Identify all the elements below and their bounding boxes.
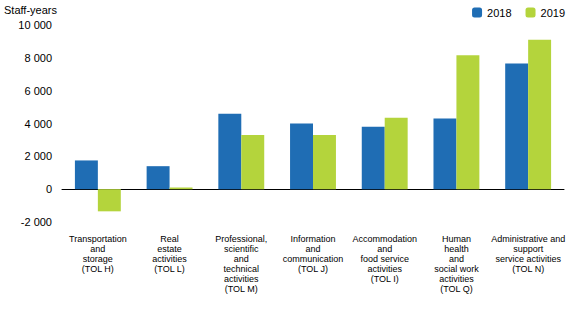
- svg-text:scientific: scientific: [224, 244, 259, 254]
- svg-text:Staff-years: Staff-years: [4, 4, 57, 16]
- svg-text:2 000: 2 000: [24, 150, 52, 162]
- svg-text:Transportation: Transportation: [69, 234, 127, 244]
- svg-text:communication: communication: [283, 254, 344, 264]
- svg-text:activities: activities: [224, 274, 259, 284]
- svg-text:and: and: [305, 244, 320, 254]
- svg-text:4 000: 4 000: [24, 118, 52, 130]
- svg-text:Real: Real: [160, 234, 179, 244]
- svg-text:(TOL J): (TOL J): [298, 264, 328, 274]
- svg-text:(TOL M): (TOL M): [225, 284, 258, 294]
- svg-text:storage: storage: [83, 254, 113, 264]
- svg-text:(TOL H): (TOL H): [82, 264, 114, 274]
- svg-text:Human: Human: [442, 234, 471, 244]
- svg-text:estate: estate: [157, 244, 182, 254]
- svg-text:and: and: [377, 244, 392, 254]
- svg-text:10 000: 10 000: [18, 19, 52, 31]
- svg-text:2018: 2018: [487, 7, 511, 19]
- svg-text:activities: activities: [439, 274, 474, 284]
- svg-text:0: 0: [46, 183, 52, 195]
- svg-text:support: support: [513, 244, 544, 254]
- svg-text:technical: technical: [224, 264, 260, 274]
- svg-text:(TOL L): (TOL L): [154, 264, 185, 274]
- svg-text:8 000: 8 000: [24, 52, 52, 64]
- svg-text:6 000: 6 000: [24, 85, 52, 97]
- svg-text:social work: social work: [434, 264, 479, 274]
- svg-text:(TOL I): (TOL I): [371, 274, 399, 284]
- svg-text:Accommodation: Accommodation: [352, 234, 417, 244]
- svg-text:(TOL Q): (TOL Q): [440, 284, 473, 294]
- svg-text:health: health: [444, 244, 469, 254]
- svg-text:and: and: [234, 254, 249, 264]
- svg-text:Professional,: Professional,: [215, 234, 267, 244]
- svg-text:activities: activities: [152, 254, 187, 264]
- svg-text:service activities: service activities: [495, 254, 561, 264]
- svg-text:Administrative and: Administrative and: [491, 234, 565, 244]
- svg-text:and: and: [90, 244, 105, 254]
- svg-text:-2 000: -2 000: [21, 216, 52, 228]
- svg-text:and: and: [449, 254, 464, 264]
- svg-text:2019: 2019: [541, 7, 565, 19]
- svg-text:(TOL N): (TOL N): [512, 264, 544, 274]
- svg-text:food service: food service: [360, 254, 409, 264]
- svg-text:activities: activities: [367, 264, 402, 274]
- svg-text:Information: Information: [290, 234, 335, 244]
